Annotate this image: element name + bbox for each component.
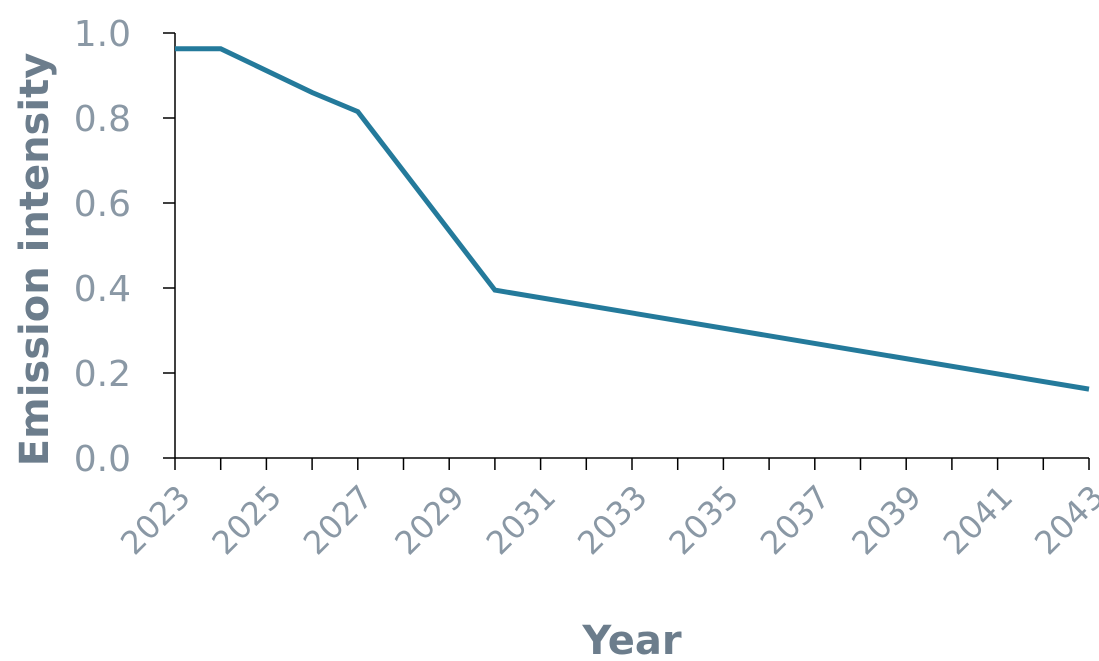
- x-tick-label: 2031: [479, 478, 563, 562]
- x-tick-label: 2025: [205, 478, 289, 562]
- x-axis-ticks: [174, 458, 1090, 470]
- x-tick-label: 2029: [387, 478, 471, 562]
- x-tick-label: 2027: [296, 478, 380, 562]
- x-tick-label: 2035: [662, 478, 746, 562]
- y-tick-label: 0.8: [74, 99, 131, 140]
- x-axis-title: Year: [581, 618, 681, 661]
- y-axis-title: Emission intensity: [12, 53, 58, 467]
- x-tick-label: 2041: [936, 478, 1020, 562]
- x-tick-label: 2033: [570, 478, 654, 562]
- x-tick-label: 2043: [1027, 478, 1099, 562]
- series-line: [175, 46, 1090, 392]
- y-tick-label: 1.0: [74, 14, 131, 55]
- y-tick-label: 0.4: [74, 269, 131, 310]
- y-axis-tick-labels: 0.0 0.2 0.4 0.6 0.8 1.0: [74, 14, 131, 480]
- y-tick-label: 0.2: [74, 354, 131, 395]
- x-axis-tick-labels: 2023 2025 2027 2029 2031 2033 2035 2037 2039 2041…: [113, 478, 1099, 562]
- x-tick-label: 2023: [113, 478, 197, 562]
- y-tick-label: 0.0: [74, 439, 131, 480]
- x-tick-label: 2037: [753, 478, 837, 562]
- x-tick-label: 2039: [844, 478, 928, 562]
- y-axis-ticks: [163, 32, 175, 459]
- series-layer: [175, 46, 1090, 392]
- y-tick-label: 0.6: [74, 184, 131, 225]
